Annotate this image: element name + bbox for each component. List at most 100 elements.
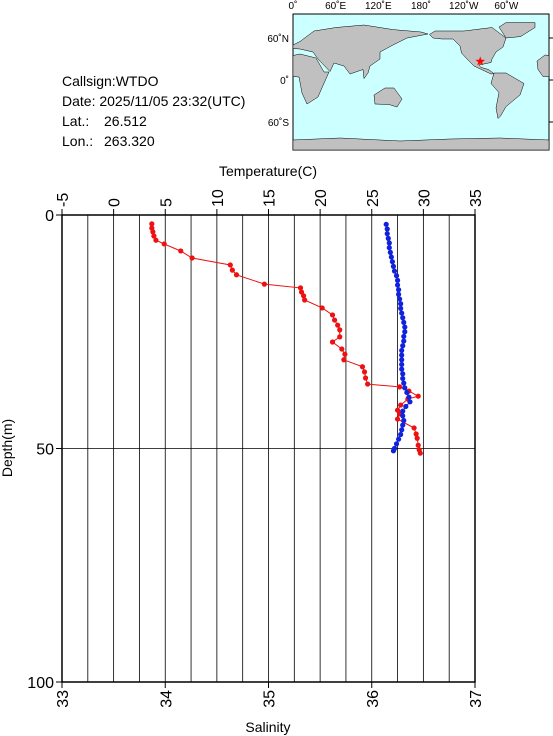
map-lon-label: 180˚ (411, 0, 431, 12)
profile-point (402, 329, 408, 335)
x-tick-label: 15 (262, 189, 279, 207)
profile-point (406, 394, 412, 400)
profile-point (400, 413, 406, 419)
profile-point (342, 351, 348, 357)
profile-point (395, 291, 402, 297)
profile-point (329, 339, 336, 345)
profile-point (387, 249, 393, 255)
profile-point (319, 305, 325, 311)
profile-point (402, 324, 408, 330)
map-lat-label: 60˚N (267, 33, 289, 45)
profile-point (398, 301, 404, 307)
profile-point (399, 310, 405, 316)
map-lat-label: 0˚ (280, 75, 289, 87)
profile-point (331, 317, 338, 323)
profile-point (189, 255, 195, 261)
station-marker (475, 56, 485, 66)
profile-point (389, 259, 395, 265)
map-lon-label: 120˚E (365, 0, 392, 12)
profile-point (229, 267, 235, 273)
profile-point (399, 427, 405, 433)
profile-point (302, 297, 308, 303)
lat-label: Lat.: (62, 113, 89, 129)
profile-point (398, 431, 404, 438)
profile-point (413, 431, 419, 437)
profile-point (384, 231, 390, 237)
date: Date: 2025/11/05 23:32(UTC) (62, 93, 245, 109)
profile-point (401, 417, 407, 424)
profile-point (394, 416, 401, 422)
lat: 26.512 (104, 113, 147, 129)
profile-point (417, 450, 423, 456)
profile-point (401, 380, 407, 386)
profile-point (153, 237, 159, 243)
continents (292, 22, 550, 151)
profile-point (341, 357, 347, 363)
profile-point (399, 361, 405, 368)
map-lon-label: 0˚ (289, 0, 298, 12)
profile-point (399, 347, 405, 354)
profile-point (390, 448, 397, 454)
y-tick-label: 50 (36, 442, 54, 459)
profile-point (301, 293, 307, 299)
profile-point (359, 364, 366, 370)
profile-point (384, 226, 390, 232)
profile-point (385, 235, 391, 241)
profile-point (399, 366, 405, 372)
profile-point (402, 385, 408, 391)
profile-point (362, 375, 369, 381)
x-axis-title: Temperature(C) (219, 163, 317, 179)
profile-point (400, 315, 406, 321)
map-lon-label: 60˚E (325, 0, 346, 12)
profile-point (401, 319, 407, 326)
profile-point (261, 281, 267, 287)
profile-point (415, 442, 421, 448)
profile-point (401, 338, 407, 344)
x2-tick-label: 33 (55, 690, 72, 708)
profile-point (388, 254, 394, 260)
profile-point (399, 357, 405, 363)
lon: 263.320 (104, 133, 155, 149)
y-axis-title: Depth(m) (0, 419, 15, 477)
profile-point (337, 334, 343, 340)
map-lon-label: 60˚W (494, 0, 518, 12)
profile-point (365, 381, 371, 387)
x2-tick-label: 36 (365, 690, 382, 708)
profile-point (397, 384, 403, 390)
profile-point (329, 312, 336, 318)
profile-point (407, 399, 413, 405)
profile-point (339, 346, 345, 352)
x2-tick-label: 35 (262, 690, 279, 708)
profile-point (335, 322, 341, 328)
profile-point (393, 273, 400, 279)
profile-point (386, 240, 392, 246)
x-tick-label: -5 (55, 193, 72, 207)
lon-label: Lon.: (62, 133, 93, 149)
profile-point (337, 327, 343, 333)
x-tick-label: 35 (468, 189, 485, 207)
x-tick-label: 5 (158, 198, 175, 207)
y-tick-label: 100 (27, 675, 54, 692)
x-tick-label: 0 (107, 198, 124, 207)
x2-axis-title: Salinity (245, 719, 290, 735)
profile-point (151, 233, 157, 239)
profile-point (401, 333, 407, 340)
profile-point (414, 435, 420, 441)
profile-point (400, 375, 406, 382)
profile-point (161, 241, 167, 247)
profile-point (233, 272, 240, 278)
x-tick-label: 25 (365, 189, 382, 207)
profile-point (361, 369, 368, 375)
profile-point (383, 221, 389, 227)
profile-point (149, 221, 155, 227)
profile-point (411, 425, 417, 431)
profile-point (403, 403, 409, 410)
profile-point (386, 245, 392, 251)
x2-tick-label: 34 (158, 690, 175, 708)
profile-point (394, 282, 401, 288)
x2-tick-label: 37 (468, 690, 485, 708)
profile-point (400, 371, 406, 377)
profile-point (398, 305, 404, 311)
profile-point (415, 393, 421, 399)
